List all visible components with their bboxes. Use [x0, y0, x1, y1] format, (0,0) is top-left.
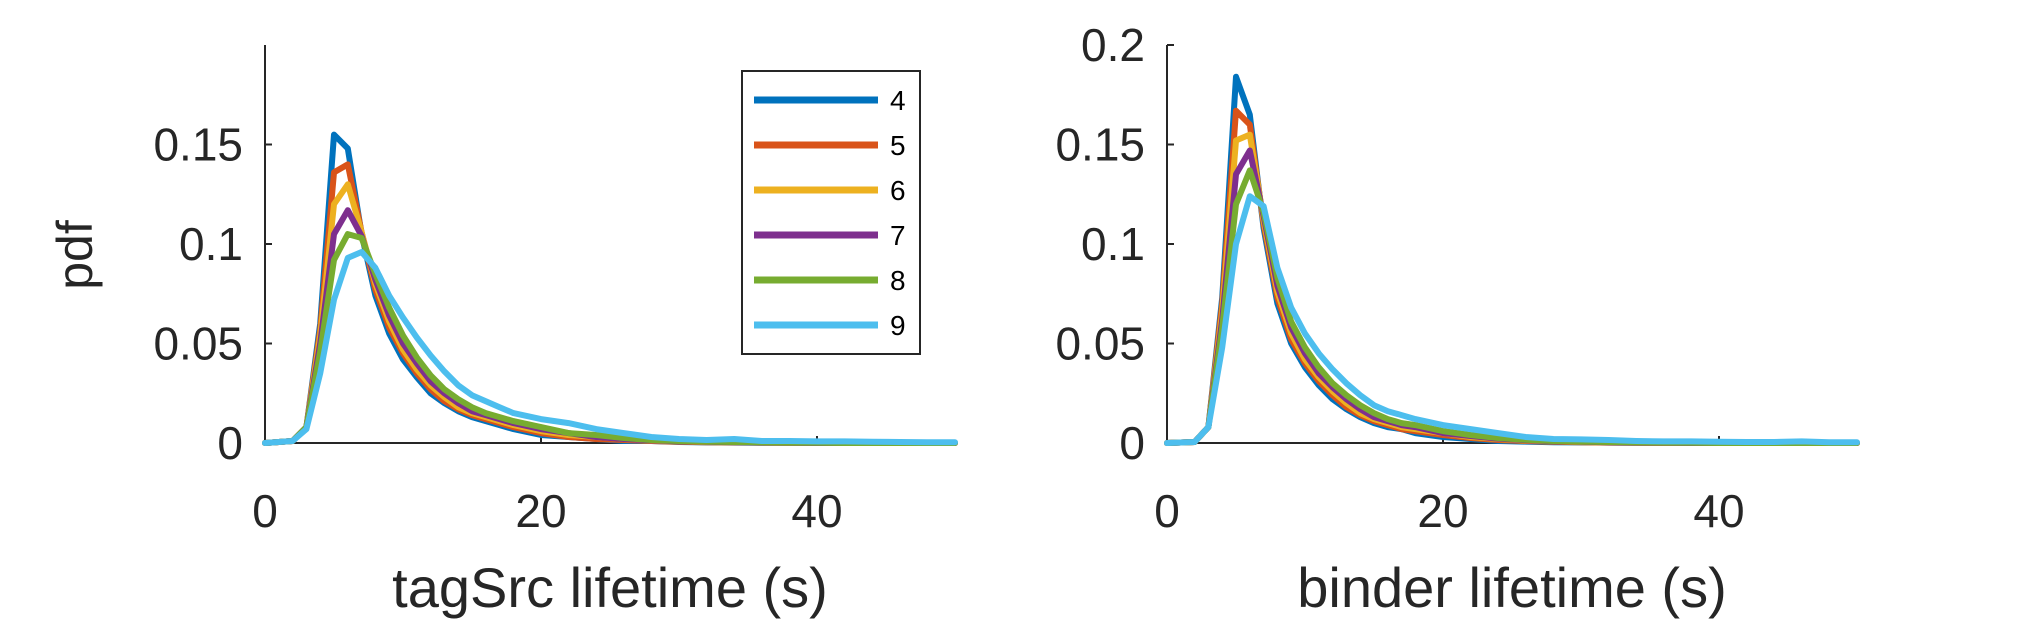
y-tick-label: 0.15: [1055, 119, 1145, 171]
x-tick-label: 20: [1417, 485, 1468, 537]
y-axis-label: pdf: [47, 220, 103, 290]
x-axis-label: tagSrc lifetime (s): [392, 556, 828, 619]
series-line-9: [1164, 193, 1860, 446]
y-tick-label: 0: [217, 417, 243, 469]
x-tick-label: 40: [791, 485, 842, 537]
legend-label-4: 4: [890, 85, 906, 116]
y-tick-label: 0.1: [1081, 218, 1145, 270]
legend-box: [741, 70, 921, 355]
series-line-5: [1164, 107, 1860, 446]
x-axis-label: binder lifetime (s): [1297, 556, 1726, 619]
right-chart-panel: 0 20 40 0 0.05 0.1 0.15 0.2 binder lifetime (s): [1055, 19, 1860, 619]
x-tick-label: 0: [252, 485, 278, 537]
x-tick-label: 0: [1154, 485, 1180, 537]
y-tick-label: 0.2: [1081, 19, 1145, 71]
series-line-8: [1164, 167, 1860, 446]
y-tick-label: 0: [1119, 417, 1145, 469]
legend-label-9: 9: [890, 310, 906, 341]
y-tick-label: 0.05: [153, 318, 243, 370]
series-line-6: [1164, 131, 1860, 446]
series-line-9: [262, 249, 958, 446]
series-line-7: [1164, 147, 1860, 446]
left-chart-panel: 0 20 40 0 0.05 0.1 0.15 tagSrc lifetime (s) pdf: [47, 45, 958, 619]
y-tick-label: 0.15: [153, 119, 243, 171]
legend-label-8: 8: [890, 265, 906, 296]
legend-label-7: 7: [890, 220, 906, 251]
y-tick-label: 0.1: [179, 218, 243, 270]
x-tick-label: 20: [515, 485, 566, 537]
legend-label-6: 6: [890, 175, 906, 206]
y-tick-label: 0.05: [1055, 318, 1145, 370]
legend-label-5: 5: [890, 130, 906, 161]
legend: 4 5 6 7 8 9: [741, 70, 921, 355]
x-tick-label: 40: [1693, 485, 1744, 537]
